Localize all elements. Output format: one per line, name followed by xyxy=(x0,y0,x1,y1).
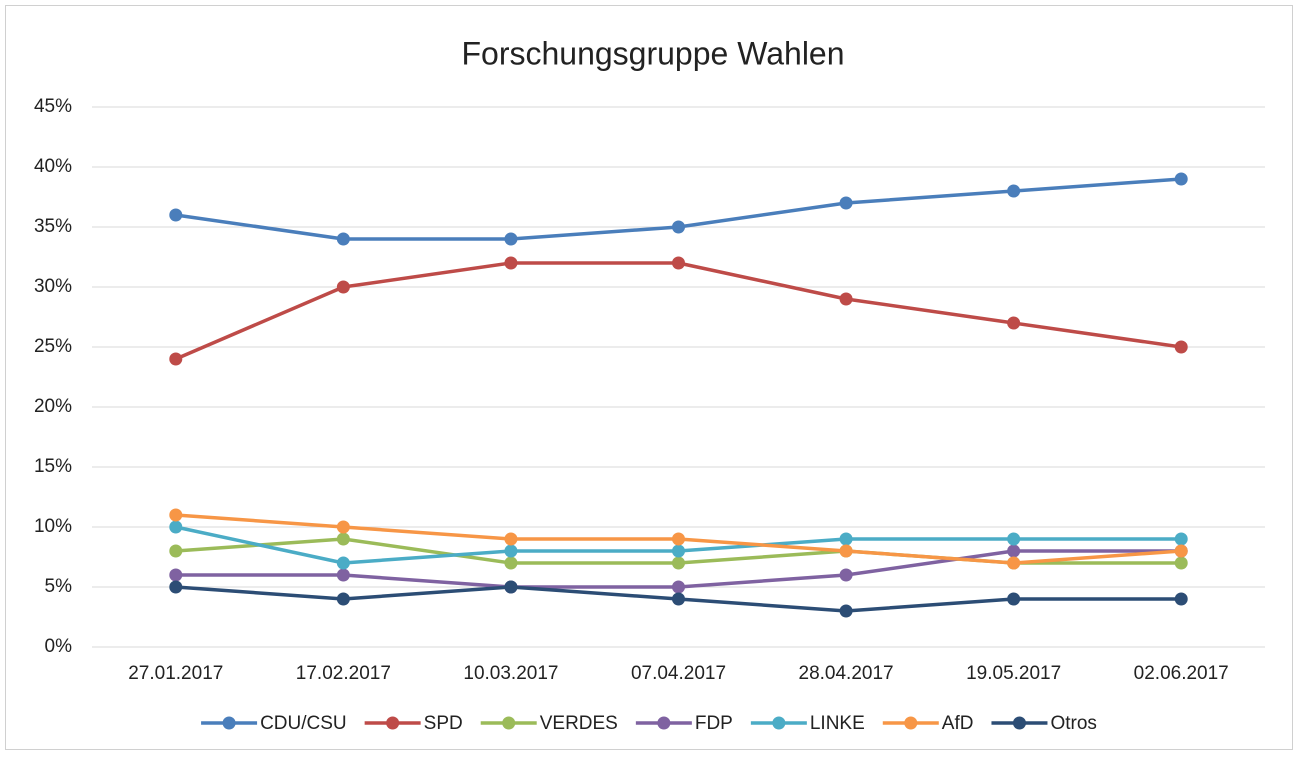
legend-marker xyxy=(904,716,918,730)
legend-marker xyxy=(772,716,786,730)
y-tick-label: 10% xyxy=(34,516,72,537)
point xyxy=(1174,592,1188,606)
point xyxy=(1007,532,1021,546)
point xyxy=(1007,184,1021,198)
point xyxy=(336,520,350,534)
point xyxy=(1174,532,1188,546)
legend-marker xyxy=(502,716,516,730)
point xyxy=(169,352,183,366)
point xyxy=(504,532,518,546)
x-tick-label: 02.06.2017 xyxy=(1134,663,1229,684)
legend-label: Otros xyxy=(1050,713,1096,734)
y-tick-label: 45% xyxy=(34,96,72,117)
point xyxy=(504,580,518,594)
legend-marker xyxy=(1012,716,1026,730)
y-tick-label: 20% xyxy=(34,396,72,417)
y-tick-label: 30% xyxy=(34,276,72,297)
point xyxy=(1174,556,1188,570)
point xyxy=(672,532,685,546)
point xyxy=(672,256,685,270)
x-tick-label: 10.03.2017 xyxy=(463,663,558,684)
chart-frame xyxy=(5,5,1293,750)
point xyxy=(336,568,350,582)
legend-label: SPD xyxy=(424,713,463,734)
y-tick-label: 35% xyxy=(34,216,72,237)
point xyxy=(839,532,853,546)
point xyxy=(336,532,350,546)
legend-label: VERDES xyxy=(540,713,618,734)
point xyxy=(169,508,183,522)
point xyxy=(504,256,518,270)
x-tick-label: 27.01.2017 xyxy=(128,663,223,684)
point xyxy=(672,556,685,570)
point xyxy=(169,544,183,558)
point xyxy=(504,556,518,570)
point xyxy=(336,280,350,294)
point xyxy=(1174,544,1188,558)
legend-marker xyxy=(657,716,671,730)
point xyxy=(1007,556,1021,570)
point xyxy=(672,580,685,594)
point xyxy=(839,292,853,306)
point xyxy=(1174,172,1188,186)
point xyxy=(672,220,685,234)
point xyxy=(839,568,853,582)
legend-label: FDP xyxy=(695,713,733,734)
legend-marker xyxy=(386,716,400,730)
point xyxy=(839,604,853,618)
point xyxy=(1007,544,1021,558)
legend-marker xyxy=(222,716,236,730)
point xyxy=(1007,316,1021,330)
point xyxy=(504,232,518,246)
x-tick-label: 07.04.2017 xyxy=(631,663,726,684)
point xyxy=(336,592,350,606)
chart-title: Forschungsgruppe Wahlen xyxy=(461,35,844,71)
y-tick-label: 40% xyxy=(34,156,72,177)
point xyxy=(672,592,685,606)
y-tick-label: 25% xyxy=(34,336,72,357)
legend-label: CDU/CSU xyxy=(260,713,347,734)
legend-label: AfD xyxy=(942,713,974,734)
legend-label: LINKE xyxy=(810,713,865,734)
point xyxy=(336,556,350,570)
y-tick-label: 5% xyxy=(45,576,73,597)
point xyxy=(336,232,350,246)
point xyxy=(169,208,183,222)
point xyxy=(1174,340,1188,354)
point xyxy=(169,520,183,534)
point xyxy=(169,568,183,582)
point xyxy=(839,196,853,210)
point xyxy=(169,580,183,594)
point xyxy=(672,544,685,558)
point xyxy=(504,544,518,558)
y-tick-label: 15% xyxy=(34,456,72,477)
y-tick-label: 0% xyxy=(45,636,73,657)
x-tick-label: 17.02.2017 xyxy=(296,663,391,684)
point xyxy=(1007,592,1021,606)
x-tick-label: 19.05.2017 xyxy=(966,663,1061,684)
point xyxy=(839,544,853,558)
x-tick-label: 28.04.2017 xyxy=(799,663,894,684)
